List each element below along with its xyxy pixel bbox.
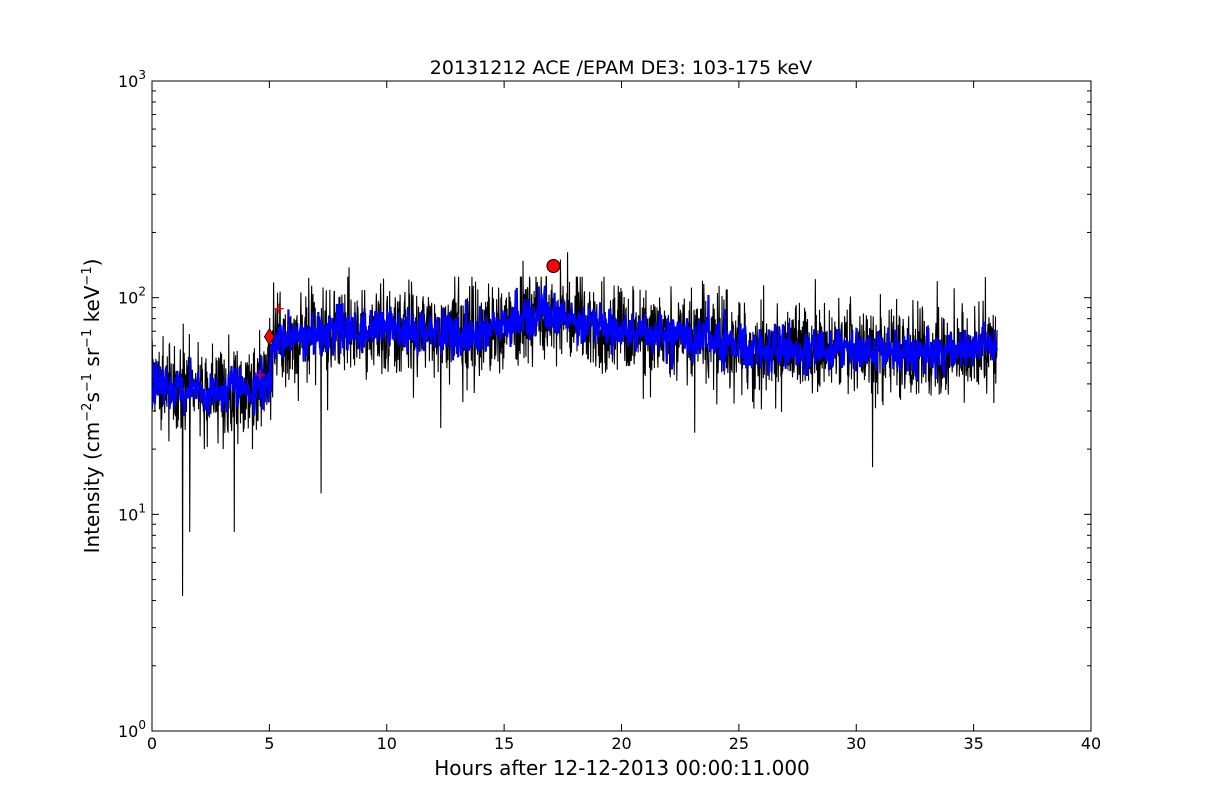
cross-1-marker	[254, 369, 265, 380]
y-label-sup-4: −1	[80, 266, 95, 285]
x-tick-label: 10	[377, 734, 397, 753]
y-tick-label-base: 10	[118, 505, 138, 524]
y-label-unit-kev: keV	[80, 285, 104, 329]
y-tick-label-exponent: 2	[138, 285, 146, 299]
plot-area	[152, 252, 999, 596]
y-label-close: )	[80, 259, 104, 267]
y-label-sup-1: −2	[80, 403, 95, 422]
y-label-unit-s: s	[80, 392, 104, 402]
cross-2-marker	[273, 303, 284, 314]
x-tick-label: 20	[611, 734, 631, 753]
x-tick-label: 40	[1081, 734, 1101, 753]
smoothed-intensity-line	[152, 285, 999, 417]
y-tick-label-exponent: 0	[138, 718, 146, 732]
onset-marker	[263, 328, 275, 346]
y-axis-label: Intensity (cm−2s−1 sr−1 keV−1)	[80, 259, 104, 554]
y-tick-label-base: 10	[118, 722, 138, 741]
x-tick-label: 30	[846, 734, 866, 753]
peak-marker	[546, 259, 561, 274]
y-tick-label: 103	[118, 68, 146, 91]
y-tick-label-exponent: 1	[138, 501, 146, 515]
x-tick-label: 5	[264, 734, 274, 753]
x-tick-label: 0	[147, 734, 157, 753]
y-label-sup-3: −1	[80, 329, 95, 348]
x-axis-label: Hours after 12-12-2013 00:00:11.000	[434, 756, 810, 780]
y-tick-label: 102	[118, 285, 146, 308]
y-tick-label-base: 10	[118, 289, 138, 308]
chart-title: 20131212 ACE /EPAM DE3: 103-175 keV	[430, 57, 812, 79]
y-tick-label-exponent: 3	[138, 68, 146, 82]
y-tick-label: 100	[118, 718, 146, 741]
y-tick-label-base: 10	[118, 72, 138, 91]
y-tick-label: 101	[118, 501, 146, 524]
y-label-base: Intensity (cm	[80, 422, 104, 554]
y-label-unit-sr: sr	[80, 347, 104, 373]
y-label-sup-2: −1	[80, 373, 95, 392]
x-tick-label: 15	[494, 734, 514, 753]
x-tick-label: 35	[963, 734, 983, 753]
x-tick-label: 25	[729, 734, 749, 753]
